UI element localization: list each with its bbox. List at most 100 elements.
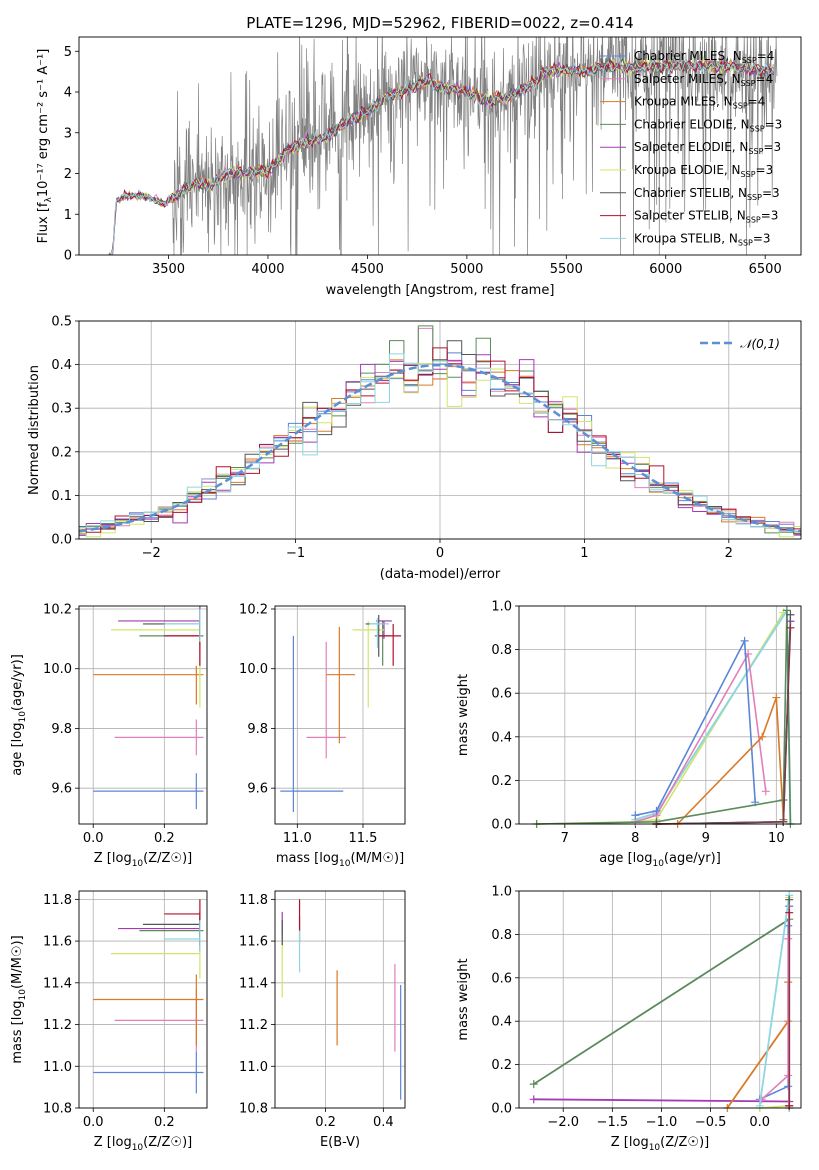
model-spectrum-c9 [111,57,774,255]
legend-entry: 𝒩(0,1) [740,337,780,351]
x-tick-label: 0.0 [83,1115,104,1130]
x-axis-label: wavelength [Angstrom, rest frame] [326,283,555,298]
model-spectrum-c8 [111,58,774,253]
residuals-panel: −2 −1 0 1 2 0.0 0.1 0.2 0.3 0.4 0.5 (data-model)/er… [27,315,802,582]
y-tick-label: 10.0 [43,662,72,677]
x-tick-label: −1 [286,546,305,561]
y-tick-label: 10.8 [43,1102,72,1117]
age_vs_mass-marks [280,614,402,813]
y-tick-label: 0.3 [51,402,72,417]
figure-title: PLATE=1296, MJD=52962, FIBERID=0022, z=0… [246,14,633,32]
y-tick-label: 0.1 [51,489,72,504]
x-axis-label: Z [log10(Z/Z☉)] [94,1135,192,1153]
y-tick-label: 11.2 [43,1018,72,1033]
x-tick-label: 5000 [450,262,483,277]
y-tick-label: 0.2 [51,445,72,460]
y-tick-label: 11.4 [239,976,268,991]
weight-marker-c7 [779,817,788,826]
legend-entry: Salpeter STELIB, NSSP=3 [634,209,778,225]
x-tick-label: 6000 [649,262,682,277]
x-tick-label: 0 [436,546,444,561]
y-tick-label: 0.8 [491,643,512,658]
weight-marker-c4 [782,606,791,615]
weight-line-c2 [761,938,789,1100]
weight-marker-c8 [785,908,794,917]
x-tick-label: 11.0 [283,831,312,846]
legend-entry: Kroupa ELODIE, NSSP=3 [634,163,773,179]
weight-line-c3 [726,982,790,1109]
y-tick-label: 11.6 [43,935,72,950]
x-tick-label: −2 [142,546,161,561]
age_vs_mass-panel: 11.0 11.5 9.6 9.8 10.0 10.2 mass [log10(M/M☉)] [239,602,406,869]
x-tick-label: −0.5 [695,1115,727,1130]
x-tick-label: −1.0 [646,1115,678,1130]
mass_vs_EBV-panel: 0.2 0.4 10.8 11.0 11.2 11.4 11.6 11.8 E(B-V) [239,890,406,1150]
x-axis-label: (data-model)/error [380,567,501,582]
mass_weight_vs_age-marks [532,606,795,828]
axes-frame [518,890,802,1109]
y-tick-label: 1 [64,208,72,223]
x-tick-label: 9 [702,831,710,846]
legend-entry: Salpeter ELODIE, NSSP=3 [634,140,781,156]
x-axis-label: age [log10(age/yr)] [599,851,721,869]
x-axis-label: Z [log10(Z/Z☉)] [611,1135,709,1153]
legend-entry: Chabrier MILES, NSSP=4 [634,49,774,65]
mass_vs_Z-marks [93,899,204,1094]
age_vs_Z-marks [93,606,204,810]
x-tick-label: −1.5 [597,1115,629,1130]
y-tick-label: 4 [64,86,72,101]
weight-marker-c1 [784,1082,793,1091]
x-tick-label: 7 [561,831,569,846]
weight-line-c6 [536,612,785,825]
weight-line-c1 [635,640,756,817]
y-tick-label: 11.8 [43,893,72,908]
mass_weight_vs_Z-panel: −2.0 −1.5 −1.0 −0.5 0.0 0.0 0.2 0.4 0.6 0.8 1.0 Z [… [456,885,802,1153]
y-tick-label: 0.0 [491,1102,512,1117]
x-tick-label: 4000 [251,262,284,277]
weight-line-c9 [758,894,791,1108]
y-tick-label: 0.5 [51,315,72,330]
y-tick-label: 9.8 [51,722,72,737]
y-tick-label: 10.8 [239,1102,268,1117]
legend-entry: Kroupa STELIB, NSSP=3 [634,231,771,247]
weight-line-c4 [536,609,792,825]
y-axis-label: Normed distribution [27,365,42,495]
gaussian-curve [78,363,802,533]
axes-frame [274,605,406,825]
y-tick-label: 11.0 [43,1060,72,1075]
weight-line-c7 [656,614,791,825]
age_vs_Z-panel: 0.0 0.2 9.6 9.8 10.0 10.2 Z [log10(Z/Z☉)] age [… [10,602,208,869]
x-tick-label: 1 [580,546,588,561]
x-axis-label: mass [log10(M/M☉)] [276,851,404,869]
y-axis-label: mass [log10(M/M☉)] [10,935,28,1063]
y-tick-label: 0.0 [491,818,512,833]
spectrum-panel: 3500 4000 4500 5000 5500 6000 6500 0 1 2 3 4 5 wavele… [36,36,802,298]
axes-frame [274,890,406,1109]
x-tick-label: 6500 [749,262,782,277]
y-tick-label: 11.0 [239,1060,268,1075]
histogram-c7 [79,340,801,535]
weight-marker-c2 [761,787,770,796]
y-tick-label: 0.6 [491,971,512,986]
histogram-c8 [79,347,801,533]
y-tick-label: 0.0 [51,533,72,548]
mass_vs_EBV-marks [281,899,402,1100]
axes-frame [78,605,208,825]
legend-entry: Chabrier ELODIE, NSSP=3 [634,117,782,133]
x-axis-label: E(B-V) [320,1135,360,1150]
x-tick-label: 11.5 [349,831,378,846]
x-tick-label: 0.2 [315,1115,336,1130]
y-axis-label: Flux [fλ10⁻¹⁷ erg cm⁻² s⁻¹ A⁻¹] [36,49,54,244]
y-tick-label: 0.4 [491,730,512,745]
spectrum-marks [108,37,778,255]
weight-line-c2 [635,653,767,823]
y-tick-label: 10.2 [239,602,268,617]
y-tick-label: 5 [64,45,72,60]
x-tick-label: 0.2 [154,1115,175,1130]
weight-marker-c1 [631,811,640,820]
axes-frame [78,36,802,256]
y-axis-label: mass weight [456,958,471,1040]
legend-entry: Chabrier STELIB, NSSP=3 [634,186,780,202]
mass_vs_Z-panel: 0.0 0.2 10.8 11.0 11.2 11.4 11.6 11.8 Z [log10(Z… [10,890,208,1153]
